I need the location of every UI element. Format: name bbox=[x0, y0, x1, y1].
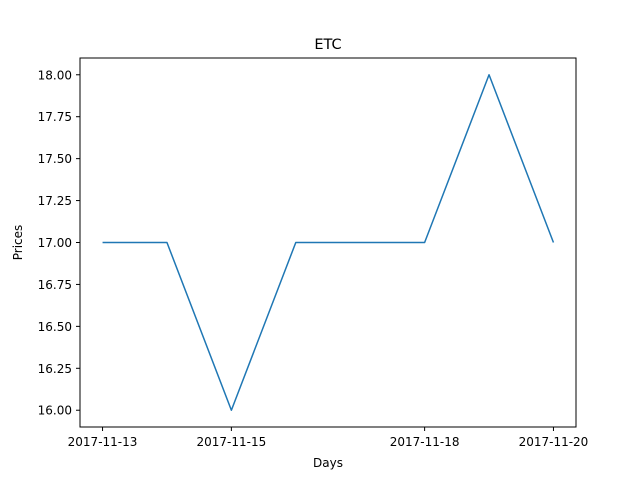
y-axis-ticks: 16.00 16.25 16.50 16.75 17.00 17.25 17.50 17.75… bbox=[38, 68, 80, 418]
plot-frame bbox=[79, 57, 577, 428]
x-tick-label: 2017-11-15 bbox=[197, 435, 267, 449]
y-axis-label: Prices bbox=[11, 225, 25, 261]
y-tick-label: 16.00 bbox=[38, 404, 72, 418]
y-tick-label: 17.00 bbox=[38, 236, 72, 250]
y-tick-label: 16.75 bbox=[38, 278, 72, 292]
y-tick-label: 17.25 bbox=[38, 194, 72, 208]
y-tick-label: 16.25 bbox=[38, 362, 72, 376]
x-axis-label: Days bbox=[313, 456, 343, 470]
x-axis-ticks: 2017-11-13 2017-11-15 2017-11-18 2017-11-20 bbox=[68, 427, 589, 449]
x-tick-label: 2017-11-13 bbox=[68, 435, 138, 449]
series-group bbox=[102, 74, 555, 411]
y-tick-label: 16.50 bbox=[38, 320, 72, 334]
y-tick-label: 17.50 bbox=[38, 152, 72, 166]
y-tick-label: 17.75 bbox=[38, 110, 72, 124]
x-tick-label: 2017-11-18 bbox=[390, 435, 460, 449]
x-tick-label: 2017-11-20 bbox=[519, 435, 589, 449]
y-tick-label: 18.00 bbox=[38, 68, 72, 82]
series-line-0 bbox=[102, 74, 555, 411]
chart-title: ETC bbox=[314, 37, 341, 53]
